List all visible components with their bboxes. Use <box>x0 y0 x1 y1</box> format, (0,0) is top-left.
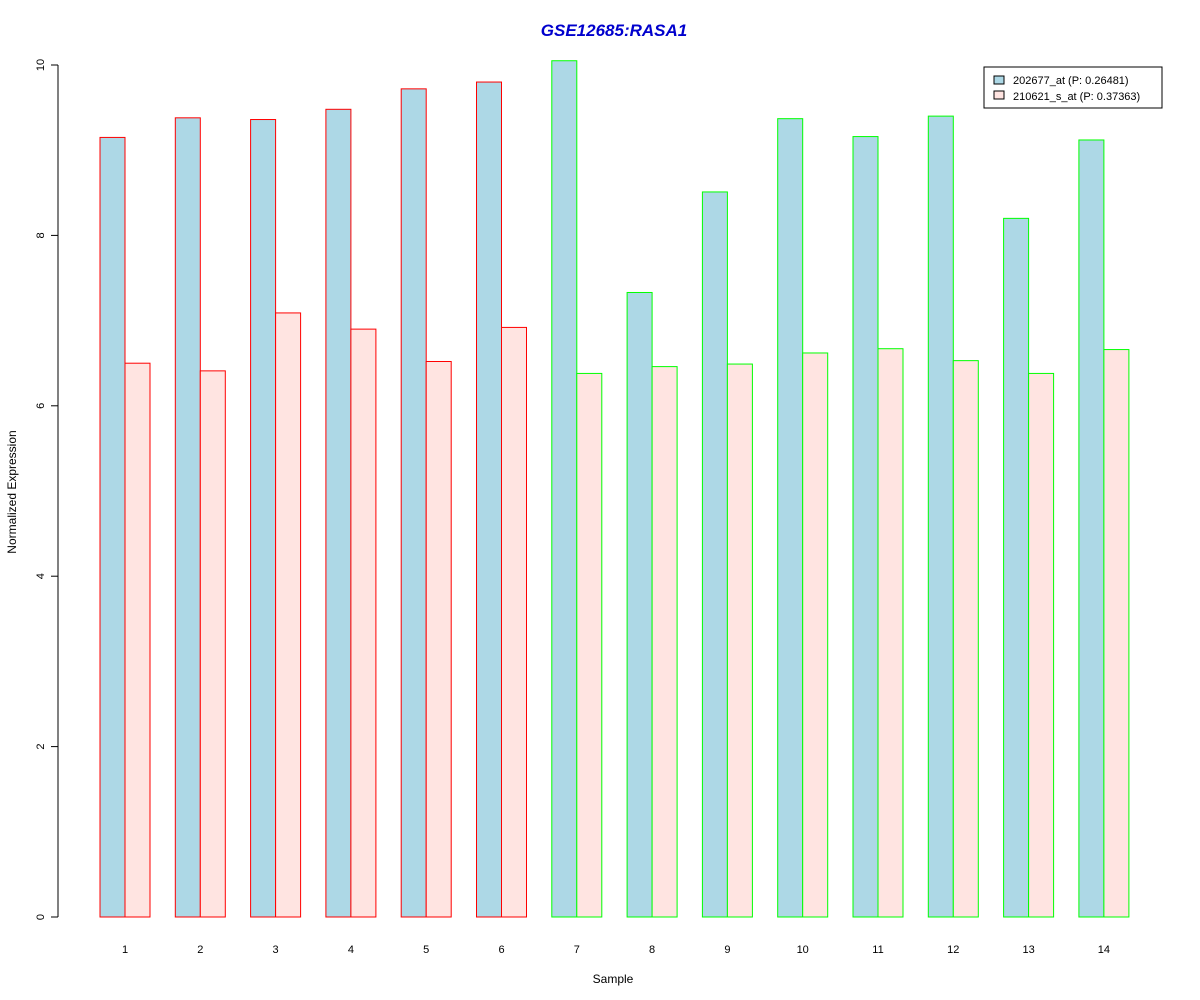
x-tick-label: 1 <box>122 944 128 956</box>
y-tick-label: 2 <box>35 744 47 750</box>
y-tick-label: 6 <box>35 403 47 409</box>
x-tick-label: 5 <box>423 944 429 956</box>
bar-sample-14-series-1 <box>1078 139 1105 918</box>
x-tick-label: 13 <box>1022 944 1034 956</box>
legend-swatch-210621-s-at <box>993 90 1005 100</box>
x-tick-label: 11 <box>872 944 883 956</box>
y-tick-label: 10 <box>35 59 47 71</box>
x-axis-tick-labels: 1 2 3 4 5 6 7 8 9 10 11 12 13 14 <box>122 944 1110 956</box>
legend-box <box>983 66 1163 109</box>
bar-sample-8-series-1 <box>626 291 653 918</box>
bar-sample-1-series-1 <box>99 136 126 918</box>
bar-sample-12-series-2 <box>952 360 979 918</box>
x-tick-label: 2 <box>197 944 203 956</box>
x-tick-label: 3 <box>273 944 279 956</box>
y-axis: 0 2 4 6 8 10 <box>35 59 59 920</box>
x-tick-label: 7 <box>574 944 580 956</box>
bar-sample-7-series-2 <box>576 372 603 918</box>
bar-sample-2-series-1 <box>174 117 201 918</box>
bar-sample-4-series-2 <box>350 328 377 918</box>
bar-sample-11-series-2 <box>877 348 904 918</box>
bar-sample-9-series-1 <box>701 191 728 918</box>
x-axis-label: Sample <box>593 972 634 986</box>
y-tick-label: 4 <box>35 573 47 579</box>
legend-label-210621-s-at: 210621_s_at (P: 0.37363) <box>1013 91 1140 103</box>
y-tick-label: 0 <box>35 914 47 920</box>
bar-sample-5-series-1 <box>400 88 427 918</box>
bar-sample-3-series-2 <box>275 312 302 918</box>
bar-sample-6-series-1 <box>476 81 502 918</box>
legend: 202677_at (P: 0.26481) 210621_s_at (P: 0… <box>983 66 1163 109</box>
bars <box>99 60 1130 918</box>
bar-sample-10-series-1 <box>777 118 804 918</box>
legend-label-202677-at: 202677_at (P: 0.26481) <box>1013 75 1129 87</box>
bar-sample-11-series-1 <box>852 136 879 918</box>
bar-sample-7-series-1 <box>551 60 578 918</box>
x-tick-label: 14 <box>1098 944 1110 956</box>
bar-sample-1-series-2 <box>124 362 151 918</box>
bar-sample-14-series-2 <box>1103 349 1130 918</box>
bar-sample-12-series-1 <box>927 115 954 918</box>
bar-sample-4-series-1 <box>325 108 352 918</box>
chart-title: GSE12685:RASA1 <box>541 21 687 40</box>
x-tick-label: 6 <box>498 944 504 956</box>
bar-sample-10-series-2 <box>802 352 829 918</box>
bar-sample-2-series-2 <box>199 370 226 918</box>
legend-swatch-202677-at <box>993 75 1005 85</box>
bar-sample-6-series-2 <box>501 326 527 918</box>
y-axis-label: Normalized Expression <box>5 430 19 553</box>
x-tick-label: 4 <box>348 944 354 956</box>
bar-sample-3-series-1 <box>250 119 277 918</box>
x-tick-label: 10 <box>797 944 809 956</box>
bar-sample-8-series-2 <box>651 366 678 918</box>
x-tick-label: 12 <box>947 944 959 956</box>
x-tick-label: 9 <box>724 944 730 956</box>
y-tick-label: 8 <box>35 232 47 238</box>
bar-sample-13-series-2 <box>1028 372 1055 918</box>
bar-sample-13-series-1 <box>1003 217 1030 918</box>
bar-sample-9-series-2 <box>726 363 753 918</box>
x-tick-label: 8 <box>649 944 655 956</box>
bar-sample-5-series-2 <box>425 360 452 918</box>
